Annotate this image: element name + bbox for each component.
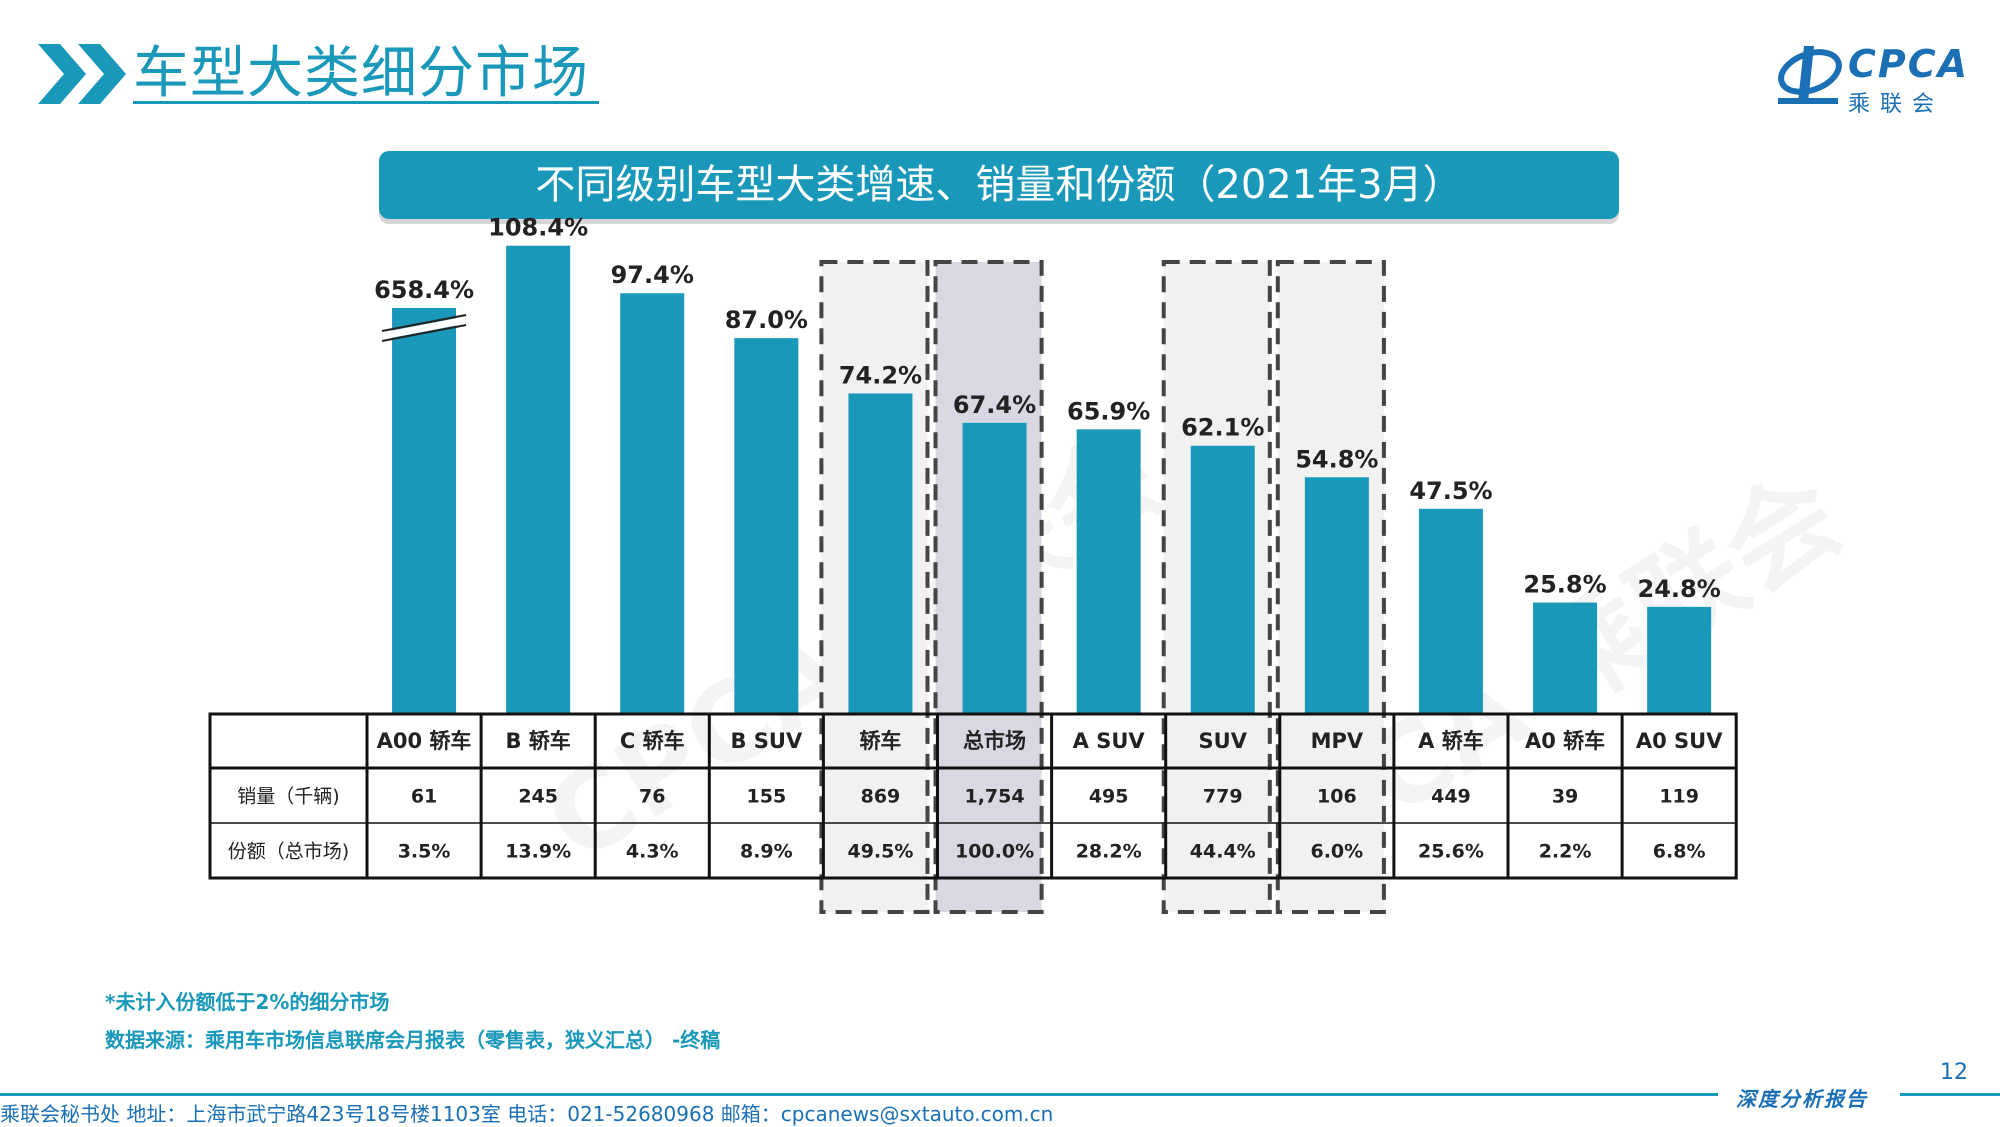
bar-2 <box>620 293 685 714</box>
category-label-9: A 轿车 <box>1418 729 1484 753</box>
chevron-double-icon <box>38 44 126 104</box>
axis-break-mark <box>381 316 467 340</box>
table-cell-0-7: 779 <box>1203 786 1243 808</box>
table-cell-0-10: 39 <box>1552 786 1578 808</box>
bar-11 <box>1647 606 1712 714</box>
table-cell-0-1: 245 <box>518 786 558 808</box>
data-label-3: 87.0% <box>725 306 808 334</box>
bar-6 <box>1076 429 1141 714</box>
category-label-7: SUV <box>1199 729 1248 753</box>
bar-1 <box>506 245 571 714</box>
category-label-3: B SUV <box>730 729 802 753</box>
table-cell-1-8: 6.0% <box>1310 841 1363 863</box>
category-label-6: A SUV <box>1073 729 1146 753</box>
logo-subtitle: 乘联会 <box>1848 92 1945 117</box>
note-exclusion: *未计入份额低于2%的细分市场 <box>105 990 390 1014</box>
bar-4 <box>848 393 913 714</box>
data-label-8: 54.8% <box>1295 445 1378 473</box>
table-cell-1-10: 2.2% <box>1539 841 1592 863</box>
page-title: 车型大类细分市场 <box>133 41 589 106</box>
data-label-5: 67.4% <box>953 391 1036 419</box>
logo-text: CPCA <box>1848 42 1970 86</box>
bar-5 <box>962 422 1027 714</box>
data-label-6: 65.9% <box>1067 397 1150 425</box>
bar-0 <box>392 308 457 714</box>
table-cell-1-6: 28.2% <box>1076 841 1142 863</box>
category-label-0: A00 轿车 <box>377 729 472 753</box>
table-cell-0-0: 61 <box>411 786 437 808</box>
category-label-2: C 轿车 <box>620 729 685 753</box>
table-row-label-1: 份额（总市场) <box>228 841 349 863</box>
table-cell-1-0: 3.5% <box>398 841 451 863</box>
report-label: 深度分析报告 <box>1736 1087 1868 1111</box>
table-cell-0-6: 495 <box>1089 786 1129 808</box>
category-label-8: MPV <box>1311 729 1364 753</box>
category-label-10: A0 轿车 <box>1525 729 1605 753</box>
table-cell-0-2: 76 <box>639 786 665 808</box>
bar-9 <box>1418 508 1483 714</box>
data-label-0: 658.4% <box>374 276 474 304</box>
data-label-11: 24.8% <box>1638 575 1721 603</box>
table-cell-0-8: 106 <box>1317 786 1357 808</box>
bar-7 <box>1190 445 1255 714</box>
table-cell-0-5: 1,754 <box>964 786 1024 808</box>
category-label-4: 轿车 <box>859 729 901 753</box>
footer-divider <box>0 1093 1718 1096</box>
title-underline <box>133 101 599 104</box>
data-label-4: 74.2% <box>839 361 922 389</box>
cpca-logo-icon <box>1778 46 1842 104</box>
table-cell-1-7: 44.4% <box>1190 841 1256 863</box>
chart-title-banner: 不同级别车型大类增速、销量和份额（2021年3月） <box>379 151 1619 219</box>
data-table-border <box>208 712 1738 880</box>
note-source: 数据来源：乘用车市场信息联席会月报表（零售表，狭义汇总） -终稿 <box>105 1028 721 1052</box>
footer-contact: 乘联会秘书处 地址：上海市武宁路423号18号楼1103室 电话：021-526… <box>0 1102 1054 1126</box>
table-cell-1-9: 25.6% <box>1418 841 1484 863</box>
notes: *未计入份额低于2%的细分市场 数据来源：乘用车市场信息联席会月报表（零售表，狭… <box>105 983 720 1059</box>
bar-8 <box>1304 477 1369 714</box>
data-label-7: 62.1% <box>1181 414 1264 442</box>
table-cell-1-4: 49.5% <box>847 841 913 863</box>
page-number: 12 <box>1940 1060 1968 1085</box>
data-label-1: 108.4% <box>488 214 588 242</box>
table-cell-0-3: 155 <box>747 786 787 808</box>
table-cell-1-3: 8.9% <box>740 841 793 863</box>
data-label-2: 97.4% <box>611 261 694 289</box>
table-cell-0-11: 119 <box>1659 786 1699 808</box>
table-cell-1-2: 4.3% <box>626 841 679 863</box>
category-label-11: A0 SUV <box>1636 729 1723 753</box>
table-cell-0-4: 869 <box>861 786 901 808</box>
table-cell-1-11: 6.8% <box>1653 841 1706 863</box>
table-cell-1-5: 100.0% <box>955 841 1034 863</box>
table-cell-1-1: 13.9% <box>505 841 571 863</box>
data-label-10: 25.8% <box>1523 571 1606 599</box>
bar-10 <box>1533 602 1598 714</box>
table-cell-0-9: 449 <box>1431 786 1471 808</box>
axis-break-line <box>381 314 467 332</box>
category-label-5: 总市场 <box>963 729 1026 753</box>
data-label-9: 47.5% <box>1409 477 1492 505</box>
table-row-label-0: 销量（千辆) <box>237 786 339 808</box>
category-label-1: B 轿车 <box>505 729 570 753</box>
footer-divider <box>1900 1093 2000 1096</box>
bar-3 <box>734 338 799 714</box>
axis-break-line <box>381 324 467 342</box>
